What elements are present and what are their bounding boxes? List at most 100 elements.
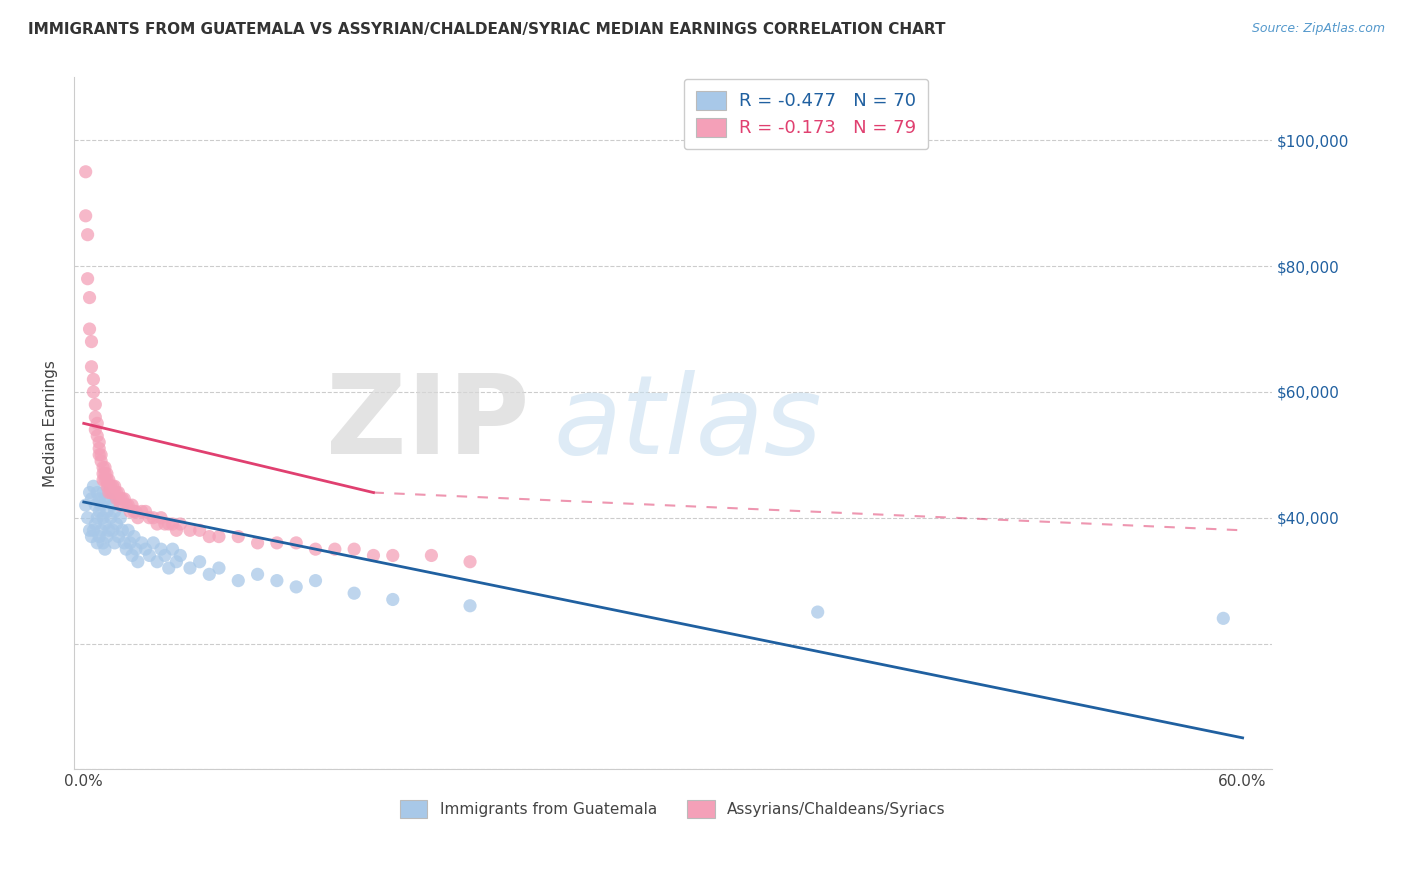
Text: ZIP: ZIP — [326, 370, 529, 477]
Point — [84, 397, 107, 411]
Point — [91, 467, 114, 481]
Point — [75, 209, 97, 223]
Point — [188, 555, 211, 569]
Point — [285, 536, 308, 550]
Point — [75, 498, 97, 512]
Point — [304, 542, 326, 557]
Point — [84, 498, 107, 512]
Point — [121, 549, 143, 563]
Point — [79, 485, 101, 500]
Text: atlas: atlas — [553, 370, 821, 477]
Point — [135, 542, 157, 557]
Point — [138, 549, 160, 563]
Point — [138, 510, 160, 524]
Point — [166, 524, 188, 538]
Point — [94, 491, 117, 506]
Point — [266, 536, 288, 550]
Point — [381, 549, 404, 563]
Point — [246, 567, 269, 582]
Point — [127, 555, 149, 569]
Point — [90, 448, 112, 462]
Point — [96, 479, 118, 493]
Point — [90, 454, 112, 468]
Point — [76, 227, 98, 242]
Point — [90, 524, 112, 538]
Point — [226, 530, 249, 544]
Point — [458, 555, 481, 569]
Point — [142, 536, 165, 550]
Point — [105, 485, 128, 500]
Point — [86, 429, 108, 443]
Point — [89, 491, 111, 506]
Point — [111, 491, 134, 506]
Point — [150, 542, 173, 557]
Y-axis label: Median Earnings: Median Earnings — [44, 360, 58, 487]
Point — [104, 479, 127, 493]
Point — [117, 498, 139, 512]
Point — [86, 536, 108, 550]
Point — [162, 542, 184, 557]
Point — [79, 524, 101, 538]
Point — [188, 524, 211, 538]
Point — [100, 479, 122, 493]
Point — [82, 524, 104, 538]
Point — [110, 498, 132, 512]
Point — [208, 561, 231, 575]
Point — [120, 504, 142, 518]
Point — [89, 435, 111, 450]
Point — [169, 549, 191, 563]
Point — [84, 410, 107, 425]
Point — [169, 516, 191, 531]
Point — [246, 536, 269, 550]
Point — [285, 580, 308, 594]
Point — [381, 592, 404, 607]
Point — [80, 491, 103, 506]
Point — [91, 485, 114, 500]
Point — [91, 536, 114, 550]
Point — [89, 442, 111, 456]
Point — [82, 479, 104, 493]
Point — [208, 530, 231, 544]
Point — [96, 467, 118, 481]
Legend: Immigrants from Guatemala, Assyrians/Chaldeans/Syriacs: Immigrants from Guatemala, Assyrians/Cha… — [394, 794, 952, 824]
Text: IMMIGRANTS FROM GUATEMALA VS ASSYRIAN/CHALDEAN/SYRIAC MEDIAN EARNINGS CORRELATIO: IMMIGRANTS FROM GUATEMALA VS ASSYRIAN/CH… — [28, 22, 946, 37]
Point — [120, 536, 142, 550]
Point — [100, 485, 122, 500]
Point — [135, 504, 157, 518]
Point — [96, 504, 118, 518]
Point — [122, 530, 145, 544]
Point — [91, 460, 114, 475]
Point — [150, 510, 173, 524]
Point — [111, 524, 134, 538]
Point — [94, 473, 117, 487]
Point — [105, 516, 128, 531]
Point — [343, 542, 366, 557]
Point — [153, 549, 176, 563]
Point — [157, 561, 180, 575]
Point — [179, 561, 201, 575]
Point — [104, 485, 127, 500]
Point — [97, 485, 120, 500]
Point — [125, 504, 148, 518]
Point — [89, 530, 111, 544]
Point — [304, 574, 326, 588]
Point — [162, 516, 184, 531]
Point — [101, 479, 124, 493]
Point — [79, 291, 101, 305]
Point — [153, 516, 176, 531]
Point — [91, 473, 114, 487]
Point — [89, 504, 111, 518]
Point — [117, 524, 139, 538]
Point — [82, 372, 104, 386]
Point — [323, 542, 346, 557]
Point — [94, 542, 117, 557]
Point — [166, 555, 188, 569]
Point — [94, 460, 117, 475]
Point — [89, 448, 111, 462]
Point — [115, 498, 138, 512]
Point — [101, 485, 124, 500]
Point — [131, 536, 153, 550]
Point — [86, 417, 108, 431]
Point — [127, 510, 149, 524]
Point — [105, 491, 128, 506]
